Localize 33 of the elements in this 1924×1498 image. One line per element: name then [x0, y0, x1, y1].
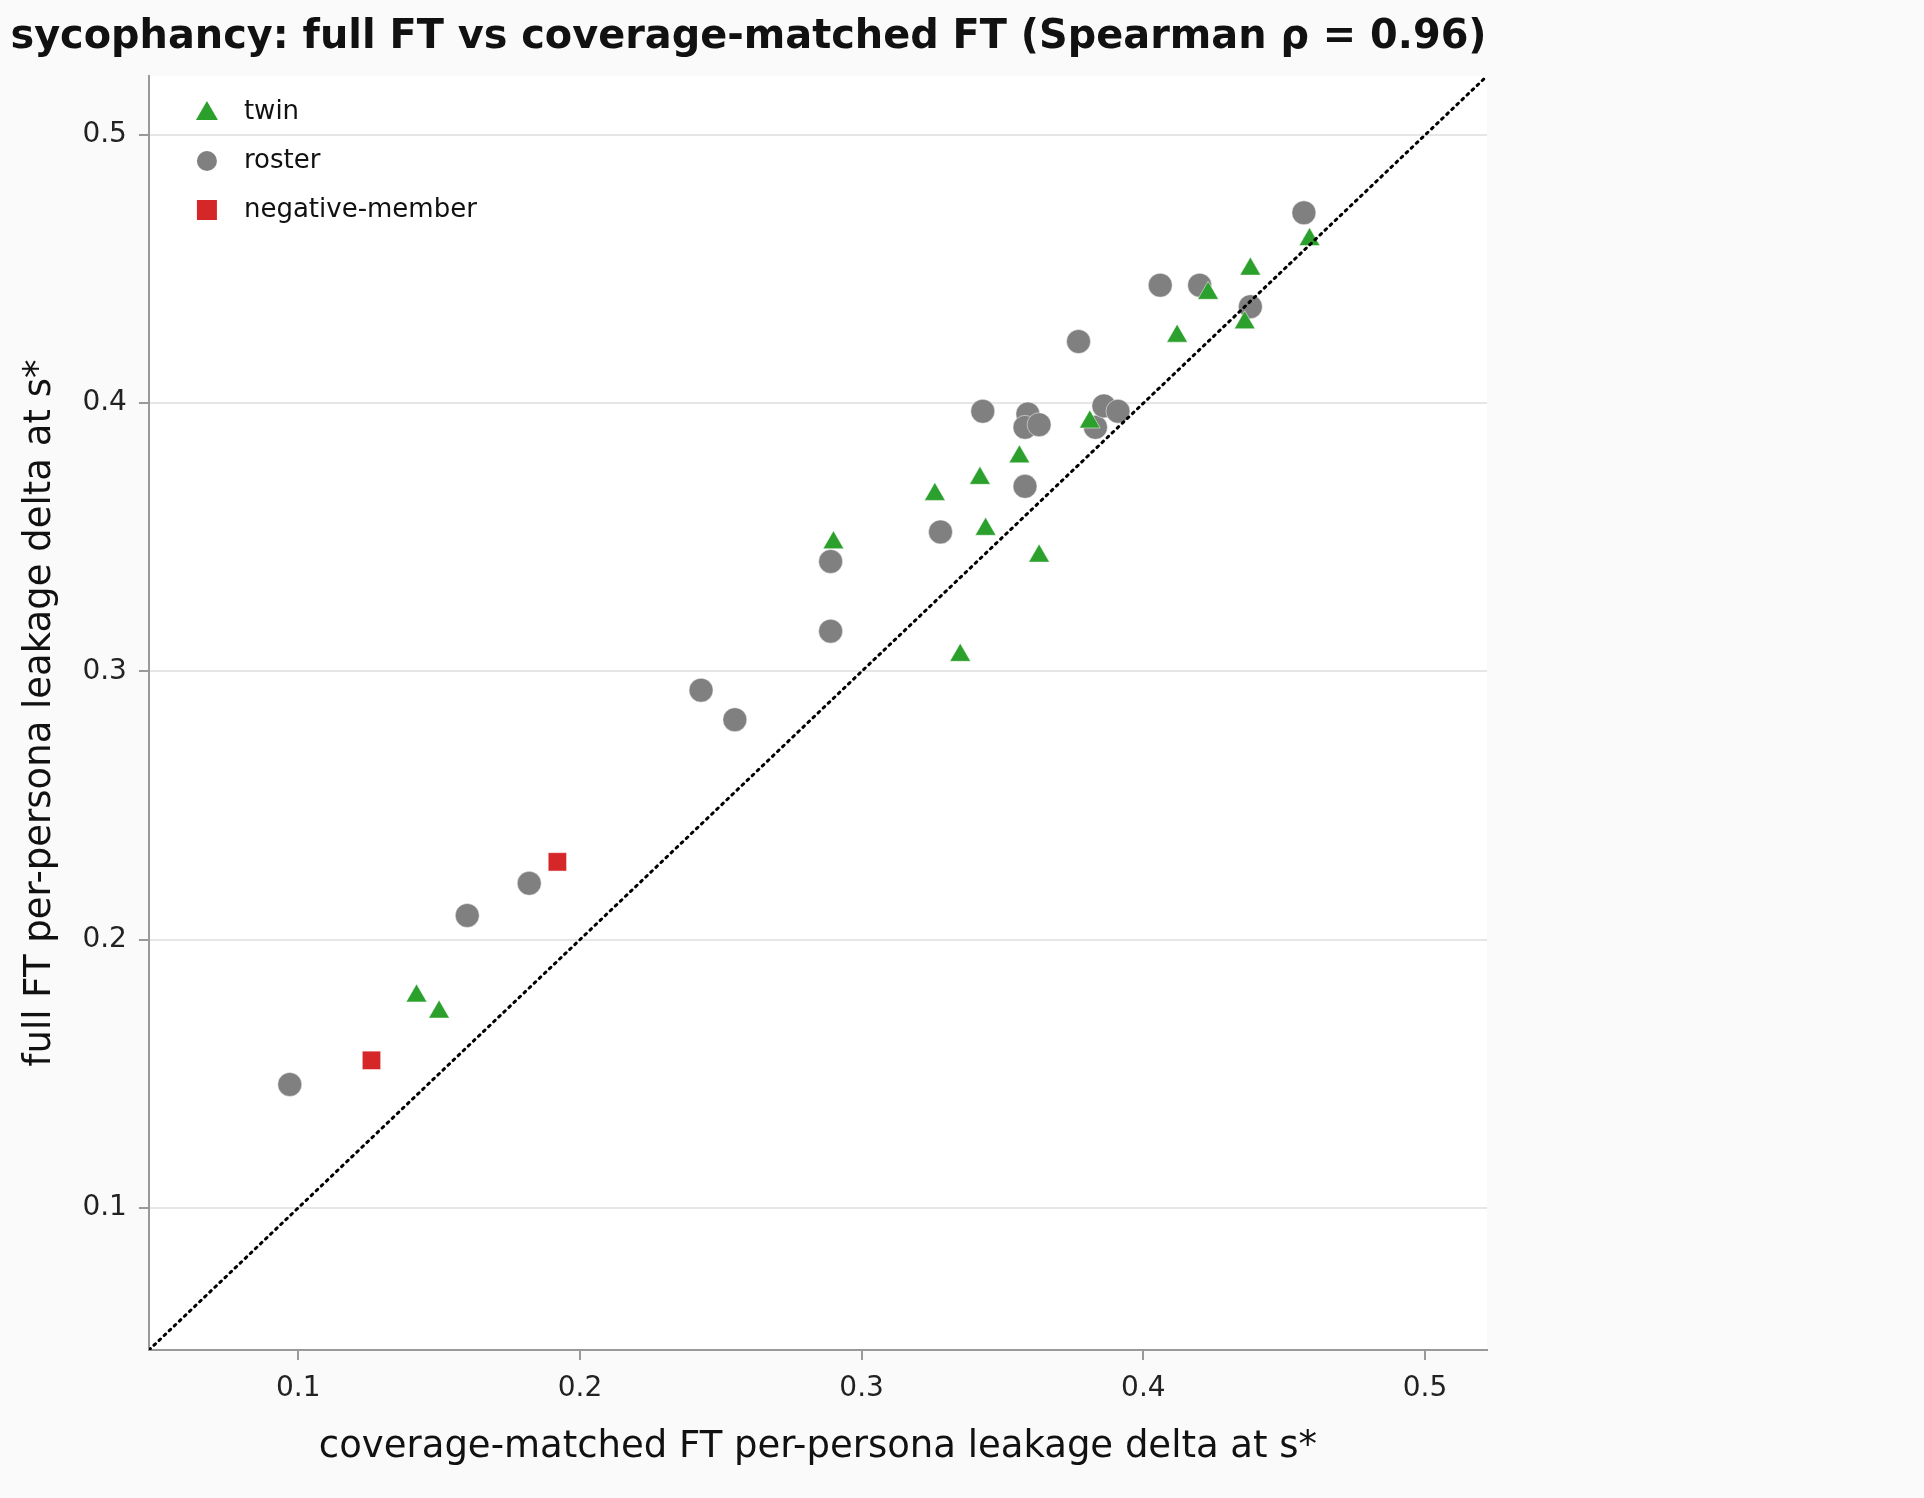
point — [277, 1072, 303, 1097]
point — [818, 549, 843, 574]
point — [1026, 412, 1052, 437]
y-tick-label: 0.5 — [82, 116, 127, 150]
point — [362, 1050, 381, 1070]
point — [1012, 474, 1038, 499]
point — [818, 618, 843, 644]
x-tick-label: 0.4 — [1121, 1370, 1166, 1404]
y-axis-title: full FT per-persona leakage delta at s* — [15, 359, 59, 1067]
point — [1147, 272, 1173, 298]
x-tick-label: 0.5 — [1402, 1370, 1448, 1404]
x-tick-label: 0.3 — [839, 1370, 884, 1404]
point — [928, 519, 953, 545]
x-axis-title: coverage-matched FT per-persona leakage delta at s* — [318, 1423, 1318, 1467]
point — [1291, 200, 1317, 226]
point — [688, 677, 714, 703]
legend-label: twin — [243, 94, 300, 125]
point — [1105, 399, 1131, 424]
point — [970, 399, 996, 424]
legend-label: roster — [243, 143, 321, 174]
point — [516, 871, 542, 896]
x-tick-label: 0.1 — [275, 1370, 321, 1404]
y-tick-label: 0.2 — [82, 920, 127, 954]
y-tick-label: 0.3 — [82, 652, 127, 686]
x-tick-label: 0.2 — [557, 1370, 603, 1404]
point — [455, 903, 480, 928]
chart-title: sycophancy: full FT vs coverage-matched FT (Spearman ρ = 0.96) — [10, 11, 1487, 58]
point — [547, 852, 567, 872]
y-tick-label: 0.4 — [82, 384, 127, 418]
point — [722, 707, 748, 732]
legend-label: negative-member — [243, 192, 478, 223]
point — [1066, 329, 1091, 354]
y-tick-label: 0.1 — [82, 1189, 127, 1223]
